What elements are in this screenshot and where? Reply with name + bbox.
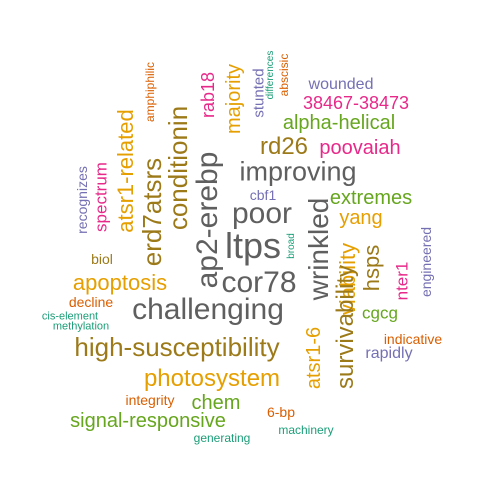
word-broad: broad — [286, 233, 297, 259]
word-alpha-helical: alpha-helical — [282, 112, 396, 134]
word-indicative: indicative — [383, 331, 443, 347]
word-engineered: engineered — [418, 226, 434, 298]
word-rapidly: rapidly — [365, 345, 413, 362]
word-cor78: cor78 — [221, 266, 297, 299]
word-wounded: wounded — [308, 76, 374, 93]
word-atsr1-related: atsr1-related — [113, 109, 138, 233]
word-chem: chem — [191, 392, 241, 414]
word-majority: majority — [223, 63, 245, 135]
word-poovaiah: poovaiah — [319, 137, 401, 159]
word-cgcg: cgcg — [362, 303, 398, 323]
word-machinery: machinery — [278, 423, 334, 437]
word-high-susceptibility: high-susceptibility — [74, 332, 280, 362]
word-amphiphilic: amphiphilic — [143, 61, 157, 123]
word-extremes: extremes — [329, 187, 413, 209]
word-conditionin: conditionin — [163, 105, 193, 231]
word-methylation: methylation — [52, 320, 110, 333]
word-cis-element: cis-element — [41, 310, 99, 323]
word-recognizes: recognizes — [74, 166, 90, 234]
word-survivability: survivability — [332, 264, 359, 390]
word-atsr1-6: atsr1-6 — [303, 326, 325, 390]
word-abscisic: abscisic — [277, 53, 291, 97]
word-decline: decline — [68, 294, 114, 310]
word-hsps: hsps — [359, 244, 384, 292]
word-erd7atsrs: erd7atsrs — [137, 157, 167, 267]
word-wrinkled: wrinkled — [303, 197, 334, 301]
word-nter1: nter1 — [392, 261, 412, 301]
word-integrity: integrity — [125, 392, 175, 408]
word-improving: improving — [239, 156, 357, 187]
word-cbf1: cbf1 — [249, 187, 277, 203]
word-generating: generating — [193, 431, 251, 445]
word-biol: biol — [91, 251, 113, 267]
word-poor: poor — [231, 197, 293, 230]
word-rd26: rd26 — [259, 133, 309, 160]
word-spectrum: spectrum — [91, 162, 111, 232]
word-yang: yang — [339, 207, 383, 229]
word-rab18: rab18 — [198, 71, 218, 119]
word-photosystem: photosystem — [143, 365, 281, 392]
word-ltps: ltps — [224, 225, 282, 266]
word-signal-responsive: signal-responsive — [70, 410, 226, 432]
word-ap2-erebp: ap2-erebp — [191, 151, 224, 289]
word-apoptosis: apoptosis — [72, 270, 168, 295]
word-challenging: challenging — [132, 293, 284, 326]
word-38467-38473: 38467-38473 — [302, 93, 410, 113]
word-differences: differences — [265, 50, 276, 100]
word-6-bp: 6-bp — [266, 404, 296, 420]
